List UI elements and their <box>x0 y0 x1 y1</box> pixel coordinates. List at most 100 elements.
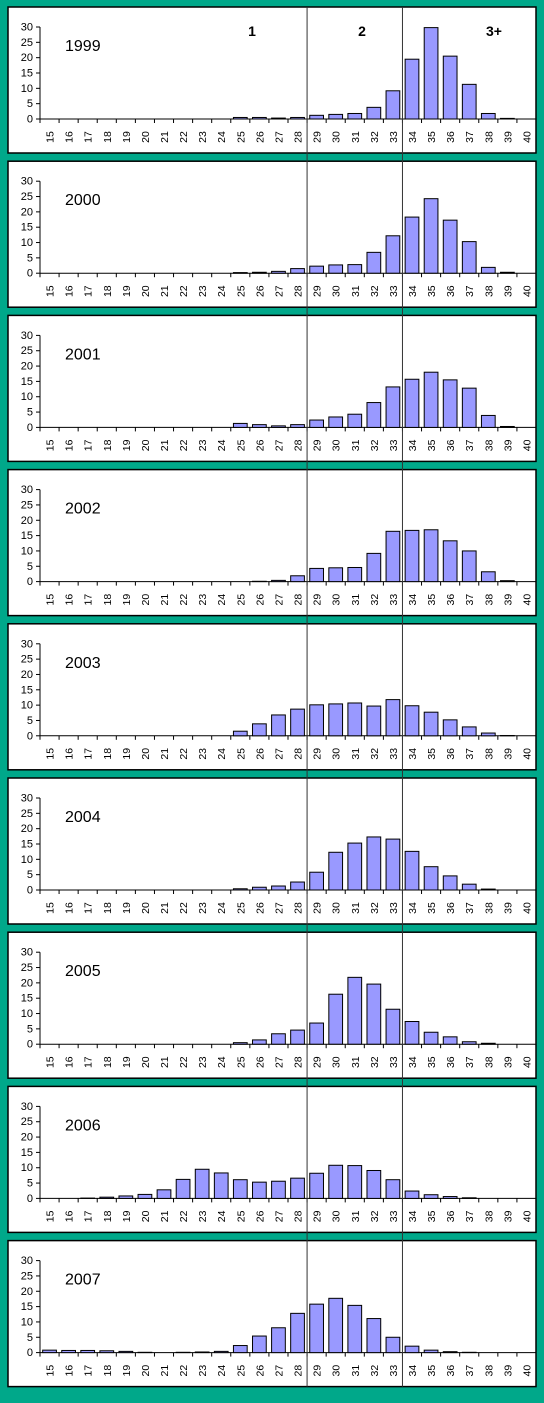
x-tick-label: 26 <box>254 439 266 451</box>
bar-39 <box>501 272 515 273</box>
y-tick-label: 5 <box>27 407 33 419</box>
x-tick-label: 28 <box>293 902 305 914</box>
x-tick-label: 39 <box>502 902 514 914</box>
bar-35 <box>424 199 438 274</box>
x-tick-label: 24 <box>216 285 228 297</box>
x-tick-label: 27 <box>273 439 285 451</box>
x-tick-label: 18 <box>102 285 114 297</box>
bar-27 <box>272 715 286 736</box>
y-tick-label: 25 <box>21 654 33 666</box>
x-tick-label: 17 <box>83 1056 95 1068</box>
y-tick-label: 0 <box>27 268 33 280</box>
chart-title: 2004 <box>65 809 101 826</box>
x-tick-label: 29 <box>312 902 324 914</box>
bar-37 <box>462 1198 476 1199</box>
x-tick-label: 23 <box>197 1210 209 1222</box>
x-tick-label: 17 <box>83 1210 95 1222</box>
x-tick-label: 20 <box>140 594 152 606</box>
x-tick-label: 35 <box>426 439 438 451</box>
bar-33 <box>386 91 400 119</box>
x-tick-label: 19 <box>121 285 133 297</box>
x-tick-label: 33 <box>388 594 400 606</box>
bar-19 <box>119 1351 133 1352</box>
x-tick-label: 40 <box>521 1056 533 1068</box>
x-tick-label: 16 <box>64 594 76 606</box>
x-tick-label: 24 <box>216 1365 228 1377</box>
bar-32 <box>367 252 381 273</box>
x-tick-label: 31 <box>350 1056 362 1068</box>
y-tick-label: 25 <box>21 1116 33 1128</box>
bar-21 <box>157 1190 171 1199</box>
x-tick-label: 38 <box>483 594 495 606</box>
y-tick-label: 30 <box>21 484 33 496</box>
bar-26 <box>253 887 267 890</box>
x-tick-label: 22 <box>178 131 190 143</box>
bar-25 <box>233 1180 247 1199</box>
bar-33 <box>386 1337 400 1352</box>
bar-39 <box>501 581 515 582</box>
x-tick-label: 20 <box>140 1056 152 1068</box>
bar-30 <box>329 568 343 582</box>
x-tick-label: 36 <box>445 1365 457 1377</box>
bar-30 <box>329 114 343 119</box>
x-tick-label: 37 <box>464 439 476 451</box>
y-tick-label: 5 <box>27 252 33 264</box>
x-tick-label: 23 <box>197 594 209 606</box>
x-tick-label: 29 <box>312 1210 324 1222</box>
y-tick-label: 25 <box>21 808 33 820</box>
bar-37 <box>462 388 476 427</box>
x-tick-label: 33 <box>388 1365 400 1377</box>
bar-35 <box>424 1032 438 1044</box>
panel-frame <box>8 1241 536 1387</box>
x-tick-label: 25 <box>235 902 247 914</box>
x-tick-label: 21 <box>159 1210 171 1222</box>
y-tick-label: 10 <box>21 545 33 557</box>
y-tick-label: 5 <box>27 561 33 573</box>
x-tick-label: 22 <box>178 1056 190 1068</box>
bar-36 <box>443 541 457 582</box>
bar-28 <box>291 269 305 274</box>
x-tick-label: 27 <box>273 1365 285 1377</box>
x-tick-label: 28 <box>293 1210 305 1222</box>
bar-29 <box>310 266 324 273</box>
bar-36 <box>443 1037 457 1044</box>
x-tick-label: 37 <box>464 131 476 143</box>
y-tick-label: 30 <box>21 1101 33 1113</box>
y-tick-label: 5 <box>27 869 33 881</box>
x-tick-label: 18 <box>102 439 114 451</box>
bar-36 <box>443 876 457 890</box>
x-tick-label: 40 <box>521 131 533 143</box>
x-tick-label: 38 <box>483 285 495 297</box>
chart-title: 2000 <box>65 192 101 209</box>
y-tick-label: 20 <box>21 977 33 989</box>
x-tick-label: 34 <box>407 748 419 760</box>
x-tick-label: 35 <box>426 1210 438 1222</box>
x-tick-label: 40 <box>521 748 533 760</box>
x-tick-label: 24 <box>216 594 228 606</box>
bar-25 <box>233 273 247 274</box>
x-tick-label: 22 <box>178 439 190 451</box>
x-tick-label: 30 <box>331 439 343 451</box>
x-tick-label: 36 <box>445 594 457 606</box>
x-tick-label: 21 <box>159 594 171 606</box>
x-tick-label: 25 <box>235 1365 247 1377</box>
panel-frame <box>8 1086 536 1232</box>
x-tick-label: 26 <box>254 594 266 606</box>
bar-27 <box>272 580 286 581</box>
x-tick-label: 23 <box>197 439 209 451</box>
x-tick-label: 38 <box>483 131 495 143</box>
y-tick-label: 0 <box>27 1039 33 1051</box>
x-tick-label: 25 <box>235 439 247 451</box>
bar-26 <box>253 425 267 428</box>
y-tick-label: 30 <box>21 638 33 650</box>
x-tick-label: 21 <box>159 131 171 143</box>
x-tick-label: 37 <box>464 902 476 914</box>
x-tick-label: 30 <box>331 285 343 297</box>
y-tick-label: 20 <box>21 52 33 64</box>
bar-30 <box>329 994 343 1044</box>
y-tick-label: 10 <box>21 854 33 866</box>
x-tick-label: 19 <box>121 1056 133 1068</box>
x-tick-label: 39 <box>502 1210 514 1222</box>
bar-22 <box>176 1179 190 1198</box>
x-tick-label: 26 <box>254 1210 266 1222</box>
